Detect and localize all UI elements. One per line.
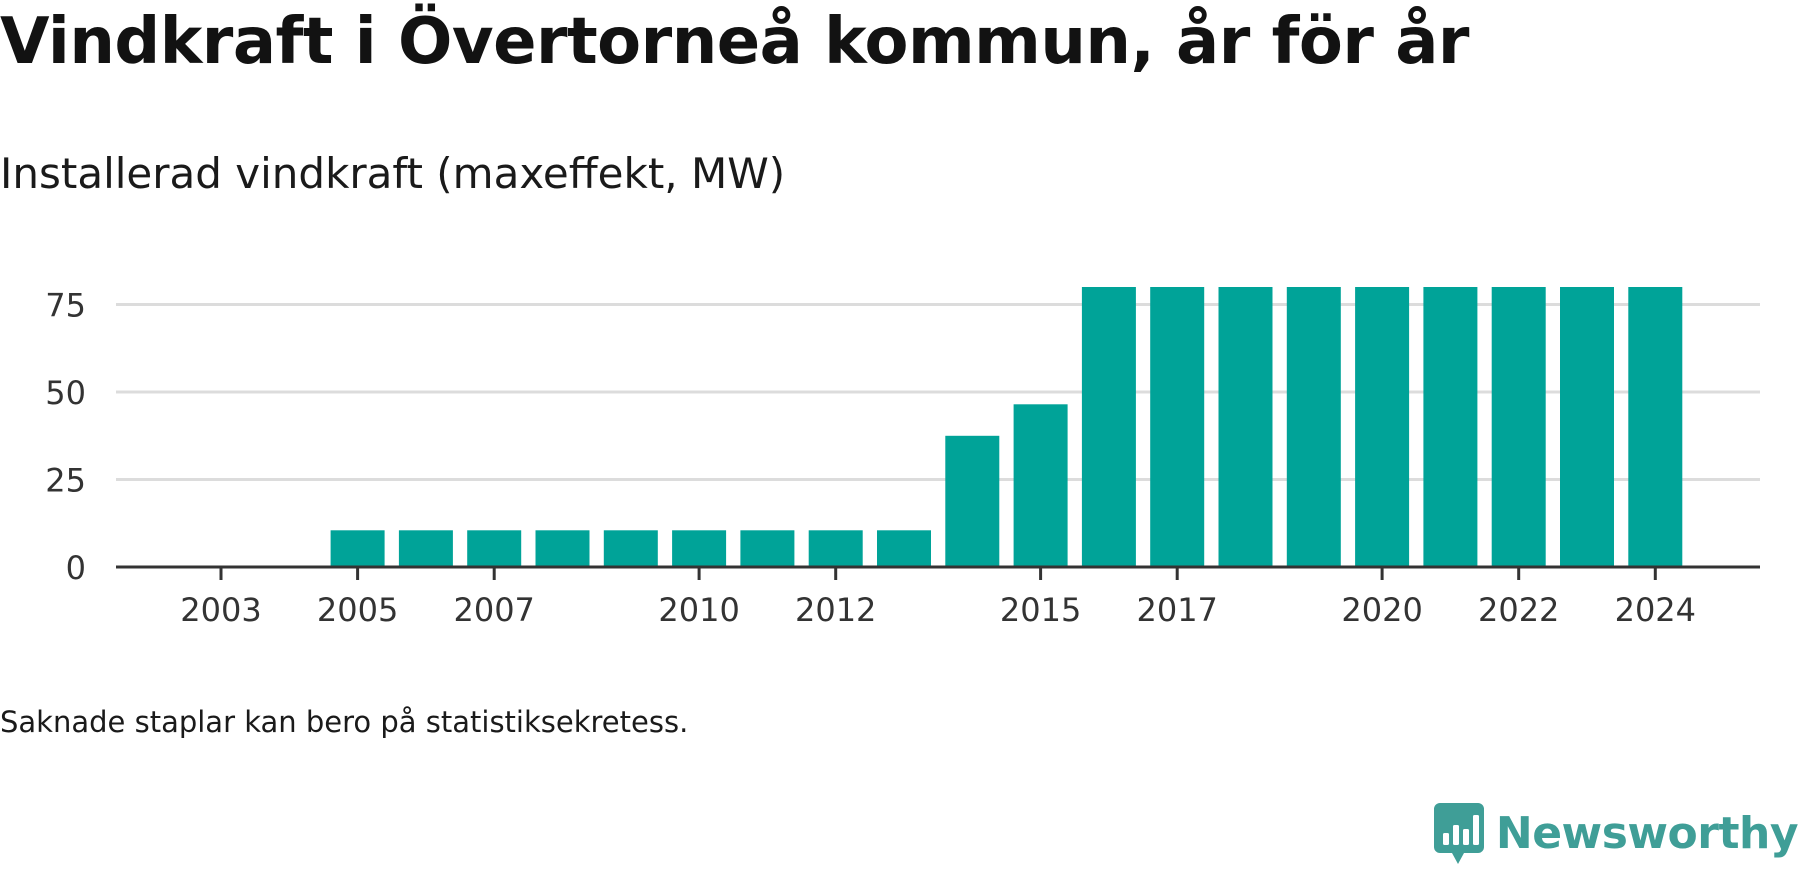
footnote: Saknade staplar kan bero på statistiksek… — [0, 705, 689, 739]
x-tick-label-2003: 2003 — [180, 591, 261, 629]
x-tick-label-2024: 2024 — [1615, 591, 1696, 629]
bar-2018 — [1218, 287, 1273, 567]
bars — [330, 287, 1683, 568]
axes — [116, 565, 1760, 580]
bar-2007 — [467, 530, 522, 568]
bar-2008 — [535, 530, 590, 568]
bar-2024 — [1628, 287, 1683, 567]
y-tick-label-50: 50 — [45, 374, 86, 412]
bar-2020 — [1355, 287, 1410, 567]
gridlines — [116, 303, 1760, 481]
brand-logo: Newsworthy — [1433, 803, 1799, 865]
bar-2014 — [945, 435, 1000, 568]
bar-2010 — [672, 530, 727, 568]
bar-2017 — [1150, 287, 1205, 567]
bar-2015 — [1013, 404, 1068, 568]
bar-2013 — [877, 530, 931, 568]
chart-subtitle: Installerad vindkraft (maxeffekt, MW) — [0, 149, 786, 198]
bar-2023 — [1560, 287, 1614, 567]
bar-2021 — [1423, 287, 1478, 567]
bar-2019 — [1286, 287, 1341, 567]
bar-2012 — [808, 530, 863, 568]
bar-2022 — [1491, 287, 1546, 567]
x-tick-label-2022: 2022 — [1478, 591, 1559, 629]
brand-name: Newsworthy — [1495, 808, 1799, 859]
x-tick-label-2007: 2007 — [453, 591, 534, 629]
x-tick-label-2012: 2012 — [795, 591, 876, 629]
x-tick-label-2005: 2005 — [317, 591, 398, 629]
bar-2016 — [1081, 287, 1136, 567]
bar-chart: 0 25 50 75 2003 2005 2007 2010 2012 2015 2017 2020 2… — [45, 287, 1760, 630]
chart-title: Vindkraft i Övertorneå kommun, år för år — [0, 5, 1469, 79]
tick-labels: 0 25 50 75 2003 2005 2007 2010 2012 2015 2017 2020 2… — [45, 287, 1696, 630]
y-tick-label-25: 25 — [45, 462, 86, 500]
y-tick-label-0: 0 — [66, 549, 86, 587]
bar-2005 — [330, 530, 385, 568]
bar-2011 — [740, 530, 795, 568]
x-tick-label-2017: 2017 — [1136, 591, 1217, 629]
x-tick-label-2020: 2020 — [1341, 591, 1422, 629]
newsworthy-logo-icon — [1433, 803, 1484, 864]
x-tick-label-2010: 2010 — [658, 591, 739, 629]
bar-2009 — [603, 530, 658, 568]
bar-2006 — [398, 530, 453, 568]
x-tick-label-2015: 2015 — [1000, 591, 1081, 629]
y-tick-label-75: 75 — [45, 287, 86, 325]
